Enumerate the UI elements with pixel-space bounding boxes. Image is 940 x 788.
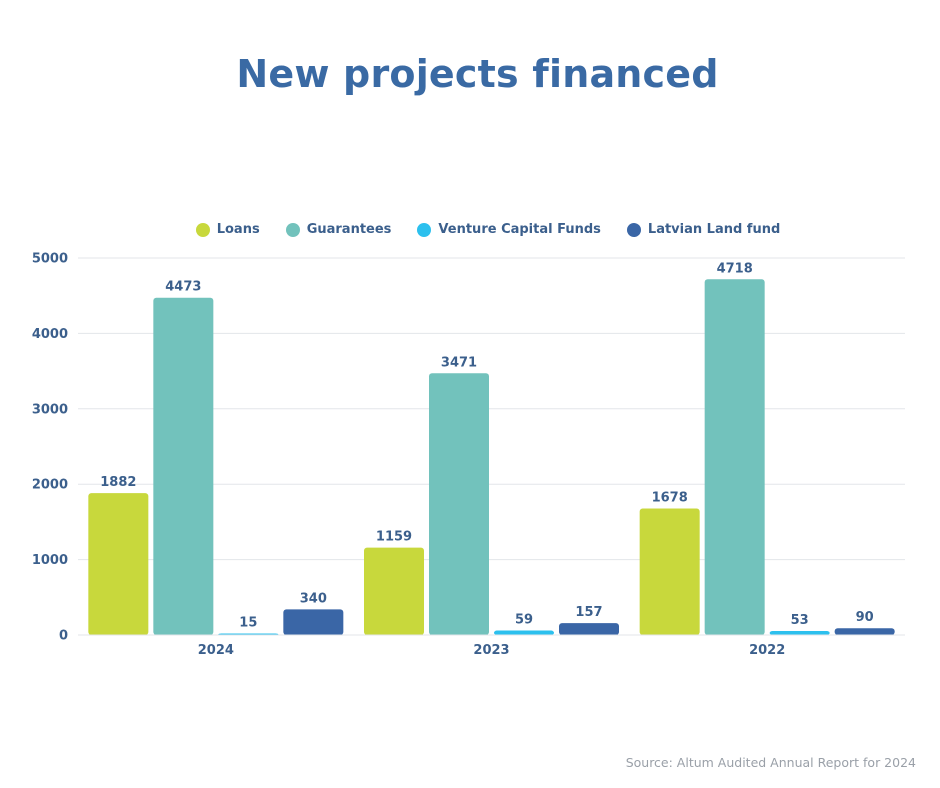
legend-label-guarantees: Guarantees [306,222,392,237]
legend-swatch-venture-capital-funds [417,222,432,237]
data-label-latvian-land-fund-2023: 157 [575,605,602,620]
x-tick-label-2023: 2023 [473,643,509,658]
data-label-latvian-land-fund-2024: 340 [300,591,327,606]
legend-item-loans: Loans [195,222,260,237]
data-label-venture-capital-funds-2023: 59 [515,613,533,628]
bar-guarantees-2022 [704,279,765,635]
y-tick-label-5000: 5000 [32,252,68,267]
y-tick-label-4000: 4000 [32,327,68,342]
legend-item-guarantees: Guarantees [285,222,392,237]
legend-swatch-loans [195,222,210,237]
bar-venture-capital-funds-2022 [769,631,830,635]
legend-label-latvian-land-fund: Latvian Land fund [647,222,781,237]
legend-swatch-latvian-land-fund [626,222,641,237]
y-tick-label-2000: 2000 [32,478,68,493]
legend-label-venture-capital-funds: Venture Capital Funds [438,222,601,237]
bar-guarantees-2023 [429,373,489,635]
y-tick-label-0: 0 [59,629,68,644]
legend-item-venture-capital-funds: Venture Capital Funds [417,222,601,237]
data-label-guarantees-2022: 4718 [717,261,753,276]
bar-latvian-land-fund-2022 [834,628,895,635]
data-label-guarantees-2023: 3471 [441,355,477,370]
y-tick-label-1000: 1000 [32,553,68,568]
chart-title: New projects financed [236,52,719,96]
chart-legend: Loans Guarantees Venture Capital Funds L… [0,222,940,237]
data-label-latvian-land-fund-2022: 90 [856,610,874,625]
legend-item-latvian-land-fund: Latvian Land fund [626,222,781,237]
data-label-loans-2022: 1678 [652,490,688,505]
data-label-venture-capital-funds-2024: 15 [239,616,257,631]
bar-loans-2023 [364,547,424,635]
source-note: Source: Altum Audited Annual Report for … [625,755,916,770]
bar-venture-capital-funds-2023 [494,630,554,635]
legend-label-loans: Loans [216,222,260,237]
bar-loans-2024 [88,493,149,635]
bar-latvian-land-fund-2023 [559,623,619,635]
y-tick-label-3000: 3000 [32,402,68,417]
bar-loans-2022 [639,508,700,635]
legend-swatch-guarantees [285,222,300,237]
x-tick-label-2024: 2024 [198,643,234,658]
data-label-loans-2024: 1882 [100,475,136,490]
x-tick-label-2022: 2022 [749,643,785,658]
bar-latvian-land-fund-2024 [283,609,344,635]
data-label-loans-2023: 1159 [376,530,412,545]
data-label-venture-capital-funds-2022: 53 [791,613,809,628]
data-label-guarantees-2024: 4473 [165,280,201,295]
bar-guarantees-2024 [153,297,214,635]
